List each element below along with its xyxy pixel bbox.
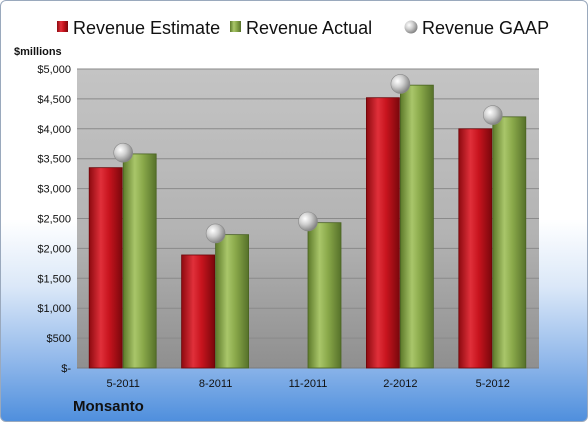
x-tick-label: 5-2012 xyxy=(476,378,510,390)
x-tick-label: 11-2011 xyxy=(289,378,328,390)
legend-label-estimate: Revenue Estimate xyxy=(73,18,220,38)
gaap-marker xyxy=(298,211,318,232)
legend-item-estimate: Revenue Estimate xyxy=(57,18,220,38)
gaap-marker xyxy=(205,223,226,244)
gaap-marker xyxy=(113,142,133,163)
gaap-marker xyxy=(482,105,503,125)
company-name: Monsanto xyxy=(73,398,144,415)
legend-swatch-gaap xyxy=(404,20,418,34)
bar-revenue-actual xyxy=(307,222,342,369)
bar-revenue-actual xyxy=(492,116,527,369)
legend-swatch-estimate xyxy=(57,21,68,32)
y-tick-label: $- xyxy=(61,363,71,375)
legend-item-gaap: Revenue GAAP xyxy=(404,18,549,38)
x-tick-label: 2-2012 xyxy=(383,378,417,390)
gaap-marker xyxy=(390,74,411,94)
bar-revenue-actual xyxy=(399,84,434,369)
y-tick-label: $3,500 xyxy=(37,154,71,166)
legend-item-actual: Revenue Actual xyxy=(230,18,372,38)
y-tick-label: $3,000 xyxy=(37,184,71,196)
y-tick-label: $2,500 xyxy=(37,214,71,226)
y-axis-label: $millions xyxy=(14,46,62,58)
bar-revenue-estimate xyxy=(88,167,123,369)
bar-revenue-actual xyxy=(122,153,157,369)
bar-revenue-estimate xyxy=(458,128,493,369)
x-tick-label: 5-2011 xyxy=(106,378,139,390)
x-tick-labels: 5-2011 8-2011 11-2011 2-2012 5-2012 xyxy=(106,378,509,390)
legend-swatch-actual xyxy=(230,21,241,32)
bar-revenue-estimate xyxy=(365,97,400,369)
y-tick-label: $2,000 xyxy=(37,243,71,255)
y-tick-label: $1,000 xyxy=(37,303,71,315)
bar-revenue-actual xyxy=(215,234,250,369)
legend: Revenue Estimate Revenue Actual Revenue … xyxy=(57,18,549,38)
y-tick-label: $4,500 xyxy=(37,94,71,106)
legend-label-actual: Revenue Actual xyxy=(246,18,372,38)
y-tick-label: $5,000 xyxy=(37,64,71,76)
y-tick-labels: $- $500 $1,000 $1,500 $2,000 $2,500 $3,000 $3,5… xyxy=(37,64,71,375)
x-tick-label: 8-2011 xyxy=(199,378,232,390)
legend-label-gaap: Revenue GAAP xyxy=(422,18,549,38)
y-tick-label: $4,000 xyxy=(37,124,71,136)
gaap-markers xyxy=(113,74,503,244)
bars xyxy=(88,84,527,369)
y-tick-label: $500 xyxy=(47,333,71,345)
y-tick-label: $1,500 xyxy=(37,273,71,285)
bar-revenue-estimate xyxy=(181,254,216,369)
